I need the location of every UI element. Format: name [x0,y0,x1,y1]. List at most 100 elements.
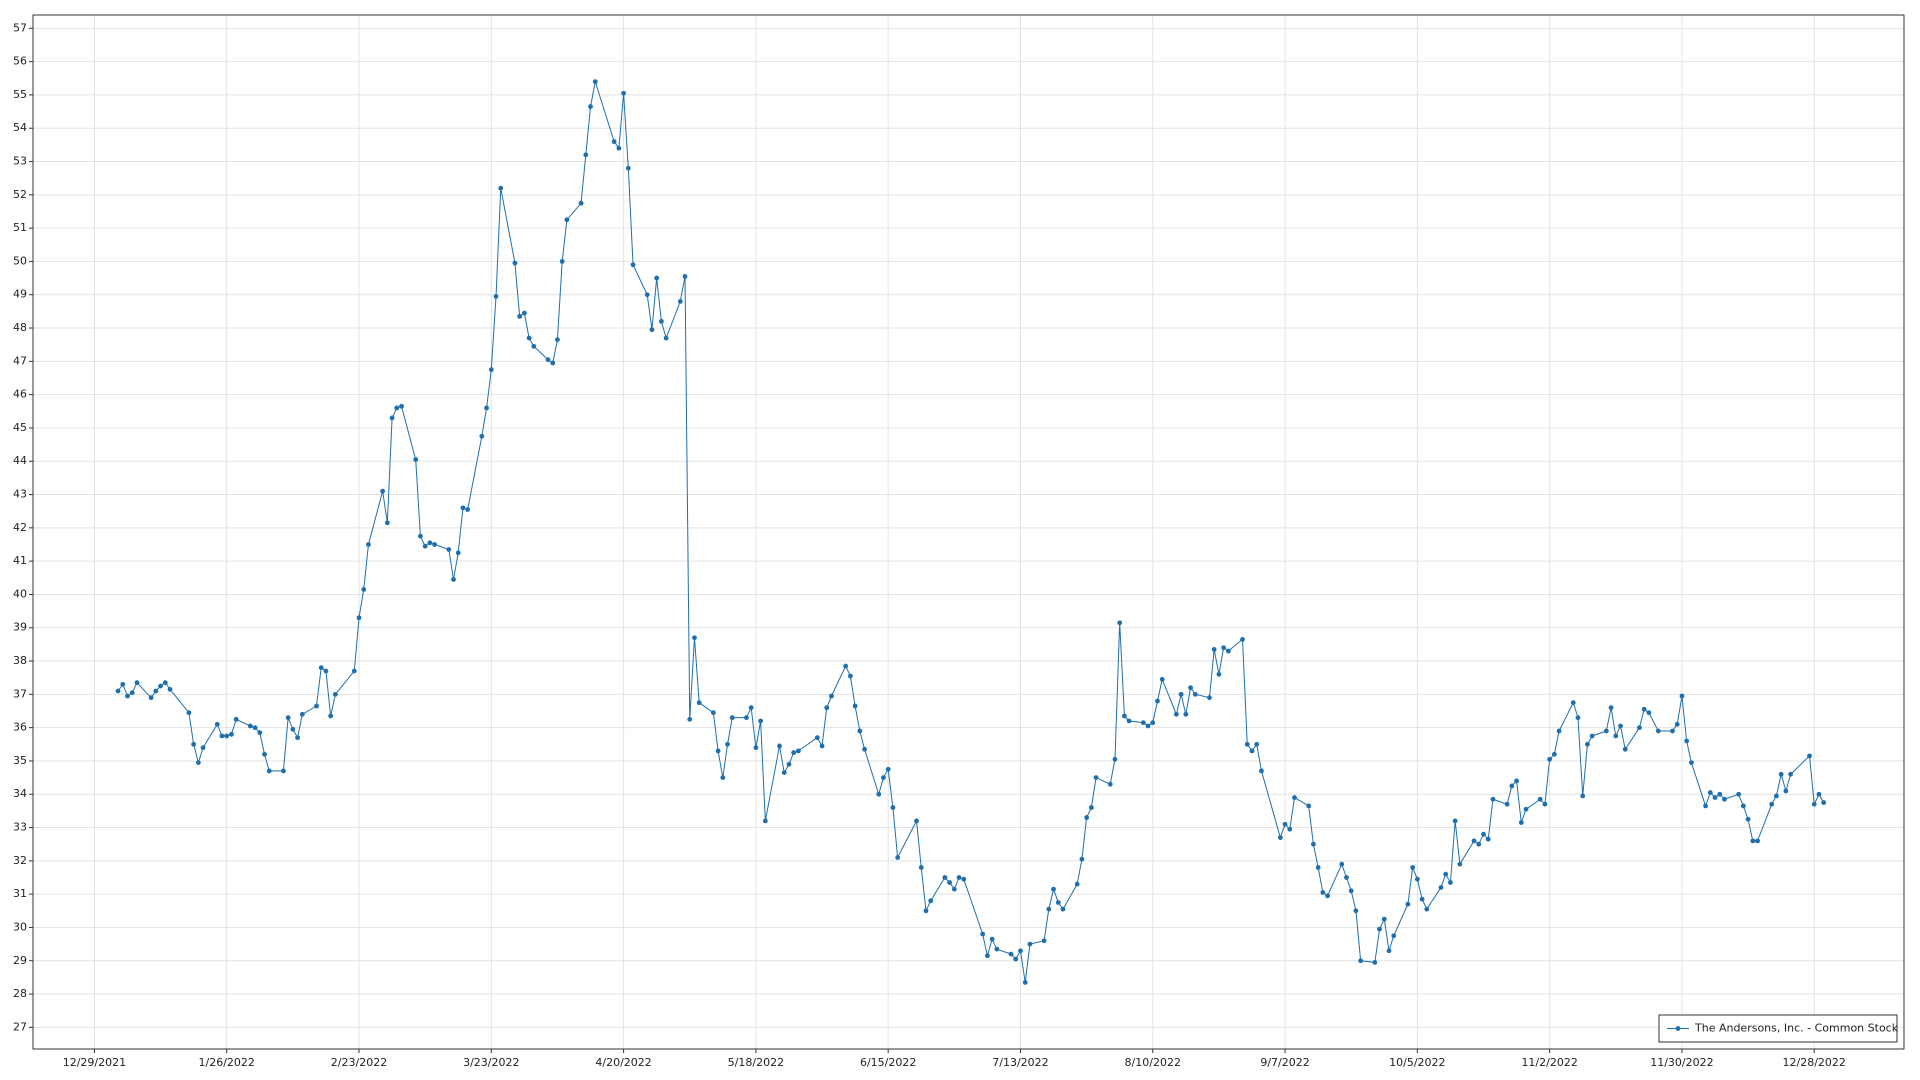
point [1778,771,1784,777]
point [1769,801,1775,807]
point [1386,948,1392,954]
point [1537,796,1543,802]
point [592,79,598,85]
point [1717,791,1723,797]
point [1641,706,1647,712]
point [654,275,660,281]
point [115,688,121,694]
point [488,367,494,373]
point [186,710,192,716]
point [918,865,924,870]
point [1783,788,1789,794]
point [1637,725,1642,731]
point [214,721,220,727]
point [1646,710,1652,716]
point [857,728,863,734]
point [1414,876,1420,882]
point [257,730,263,736]
point [1013,956,1019,962]
point [555,337,560,343]
point [621,90,626,96]
point [125,693,130,699]
point [1055,900,1061,905]
x-tick-label: 6/15/2022 [860,1056,916,1069]
point [1750,838,1756,844]
point [658,318,664,324]
point [247,723,253,729]
point [777,743,782,749]
point [616,145,622,151]
point [1589,733,1595,739]
point [814,735,820,741]
point [583,152,589,158]
point [947,880,953,885]
point [1240,636,1245,642]
point [1816,791,1822,797]
point [1391,933,1397,939]
point [847,673,853,679]
y-tick-label: 54 [13,121,27,134]
point [1707,790,1713,795]
point [266,768,272,774]
point [1022,979,1028,985]
series-line [117,81,1825,983]
point [531,343,537,349]
point [578,200,584,206]
point [881,775,886,780]
y-tick-label: 27 [13,1020,27,1033]
y-tick-label: 45 [13,421,27,434]
point [233,716,239,722]
point [1348,888,1354,894]
point [380,488,386,494]
y-tick-label: 39 [13,621,27,634]
point [148,695,154,701]
point [1117,620,1123,626]
point [1353,908,1359,914]
point [389,415,395,421]
y-tick-label: 50 [13,254,27,267]
point [451,577,456,582]
point [1188,685,1193,691]
point [829,693,834,699]
point [961,876,967,882]
point [744,715,749,721]
point [1452,818,1458,824]
point [989,936,995,942]
point [758,718,764,724]
point [167,686,173,692]
point [1216,671,1222,677]
point [1221,645,1227,651]
point [1287,826,1293,832]
point [1112,756,1118,762]
point [517,313,523,319]
y-tick-label: 28 [13,987,27,1000]
point [644,292,650,298]
point [158,683,163,689]
legend-marker [1675,1026,1681,1031]
point [1580,793,1586,799]
plot-frame [32,14,1905,1050]
point [1207,695,1212,701]
point [1438,885,1444,890]
point [677,298,683,304]
point [1674,721,1680,727]
y-tick-label: 43 [13,488,27,501]
point [299,711,305,717]
x-tick-label: 11/30/2022 [1650,1056,1713,1069]
point [323,668,329,674]
point [224,733,230,739]
point [1315,865,1321,870]
point [1740,803,1746,809]
point [1622,746,1628,752]
point [120,681,126,687]
x-tick-label: 9/7/2022 [1260,1056,1309,1069]
point [1192,691,1198,697]
point [1277,835,1283,840]
x-tick-label: 7/13/2022 [992,1056,1048,1069]
point [1344,875,1349,880]
point [1481,831,1486,837]
point [994,946,1000,952]
point [1074,881,1080,887]
point [1145,723,1151,729]
